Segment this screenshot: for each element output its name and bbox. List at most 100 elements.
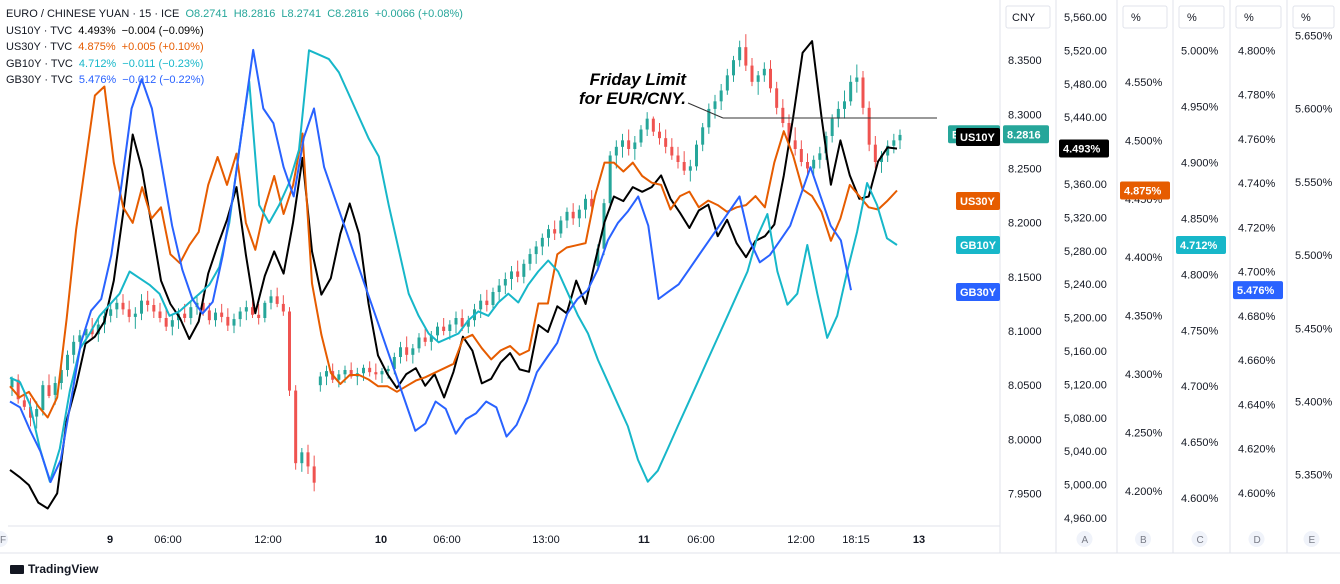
candle-body xyxy=(318,376,322,386)
candle-body xyxy=(855,77,859,82)
legend-gb10y-symbol: GB10Y · TVC xyxy=(6,57,73,70)
axis-tick-C: 4.600% xyxy=(1181,493,1219,505)
candle-body xyxy=(688,166,692,171)
candle-body xyxy=(534,246,538,255)
candle-body xyxy=(238,311,242,320)
candle-body xyxy=(485,300,489,305)
axis-tick-A: 5,160.00 xyxy=(1064,346,1107,358)
axis-tick-E: 5.350% xyxy=(1295,470,1333,482)
candle-body xyxy=(491,292,495,305)
x-tick-label: 12:00 xyxy=(787,534,815,546)
candle-body xyxy=(799,149,803,162)
axis-header-C: % xyxy=(1187,12,1197,24)
candle-body xyxy=(429,335,433,342)
axis-tick-CNY: 8.3000 xyxy=(1008,109,1042,121)
candle-body xyxy=(614,146,618,156)
candle-body xyxy=(140,300,143,314)
candle-body xyxy=(121,302,125,310)
friday-limit-annotation: Friday Limit for EUR/CNY. xyxy=(568,70,686,108)
series-tag-gb10y xyxy=(956,236,1000,254)
candle-body xyxy=(158,311,162,318)
legend-us30y-symbol: US30Y · TVC xyxy=(6,41,73,53)
axis-value-tag-text-gb10y: 4.712% xyxy=(1180,240,1218,252)
candle-body xyxy=(189,307,193,318)
candle-body xyxy=(547,229,550,238)
series-tag-gb30y xyxy=(956,283,1000,301)
axis-tick-A: 5,440.00 xyxy=(1064,112,1107,124)
candle-body xyxy=(497,285,501,292)
series-tag-us10y xyxy=(956,128,1000,146)
candle-body xyxy=(577,209,581,219)
axis-tick-CNY: 8.3500 xyxy=(1008,55,1042,67)
candle-body xyxy=(405,347,409,355)
candle-body xyxy=(836,108,840,119)
candle-body xyxy=(244,307,248,312)
candle-body xyxy=(10,378,14,388)
x-tick-label: 12:00 xyxy=(254,534,282,546)
candle-body xyxy=(47,385,51,396)
candle-body xyxy=(732,60,735,76)
candle-body xyxy=(516,271,520,277)
candle-body xyxy=(226,316,230,326)
series-line-gb10y xyxy=(9,49,898,483)
candle-body xyxy=(269,296,273,303)
candle-body xyxy=(22,400,26,407)
axis-tick-A: 5,000.00 xyxy=(1064,480,1107,492)
series-tag-us30y xyxy=(956,192,1000,210)
legend-us10y-symbol: US10Y · TVC xyxy=(6,24,73,37)
candle-body xyxy=(806,162,809,169)
axis-letter-circle-E xyxy=(1303,531,1320,547)
candle-body xyxy=(454,318,458,325)
legend-row-gb30y: GB30Y · TVC 5.476% −0.012 (−0.22%) xyxy=(6,72,466,89)
candle-body xyxy=(29,406,32,418)
candle-body xyxy=(442,326,446,331)
axis-tick-CNY: 7.9500 xyxy=(1008,489,1042,501)
axis-header-box-C xyxy=(1178,5,1225,29)
candle-body xyxy=(207,310,211,321)
legend-eurcny-symbol: EURO / CHINESE YUAN · 15 · ICE xyxy=(6,8,180,20)
candle-body xyxy=(312,466,316,483)
brand-label: TradingView xyxy=(28,562,99,576)
axis-tick-C: 4.850% xyxy=(1181,213,1219,225)
candle-body xyxy=(368,367,372,373)
series-line-us10y xyxy=(9,40,898,510)
axis-tick-D: 4.700% xyxy=(1238,267,1276,279)
candle-body xyxy=(53,383,57,395)
candle-body xyxy=(633,142,637,149)
candle-body xyxy=(565,211,569,221)
x-tick-label: 9 xyxy=(107,534,113,546)
axis-tick-A: 5,520.00 xyxy=(1064,45,1107,57)
candle-body xyxy=(787,123,791,141)
candle-body xyxy=(510,271,513,279)
axis-header-CNY: CNY xyxy=(1012,12,1036,24)
axis-tick-A: 5,040.00 xyxy=(1064,446,1107,458)
series-tag-label-us30y: US30Y xyxy=(960,196,996,208)
candle-body xyxy=(66,354,69,370)
candle-body xyxy=(362,367,365,374)
axis-tick-D: 4.620% xyxy=(1238,444,1276,456)
candle-body xyxy=(170,320,174,327)
axis-tick-CNY: 8.0000 xyxy=(1008,434,1042,446)
axis-tick-E: 5.400% xyxy=(1295,396,1333,408)
candle-body xyxy=(343,370,347,375)
axis-tick-B: 4.350% xyxy=(1125,311,1163,323)
candle-body xyxy=(479,300,483,310)
axis-header-E: % xyxy=(1301,12,1311,24)
legend-eurcny-low: L8.2741 xyxy=(281,8,322,20)
candle-body xyxy=(769,68,772,89)
candle-body xyxy=(466,320,470,327)
x-tick-label: 10 xyxy=(375,534,387,546)
axis-tick-A: 5,120.00 xyxy=(1064,379,1107,391)
axis-header-B: % xyxy=(1131,12,1141,24)
candle-body xyxy=(522,263,526,277)
tradingview-brand[interactable]: TradingView xyxy=(10,562,98,576)
axis-letter-D: D xyxy=(1254,535,1261,546)
candle-body xyxy=(460,318,464,327)
series-tag-label-us10y: US10Y xyxy=(960,132,996,144)
candle-body xyxy=(639,129,643,143)
axis-value-tag-text-us10y: 4.493% xyxy=(1063,144,1101,156)
axis-tick-D: 4.720% xyxy=(1238,222,1276,234)
candle-body xyxy=(417,337,421,349)
axis-tick-E: 5.600% xyxy=(1295,104,1333,116)
